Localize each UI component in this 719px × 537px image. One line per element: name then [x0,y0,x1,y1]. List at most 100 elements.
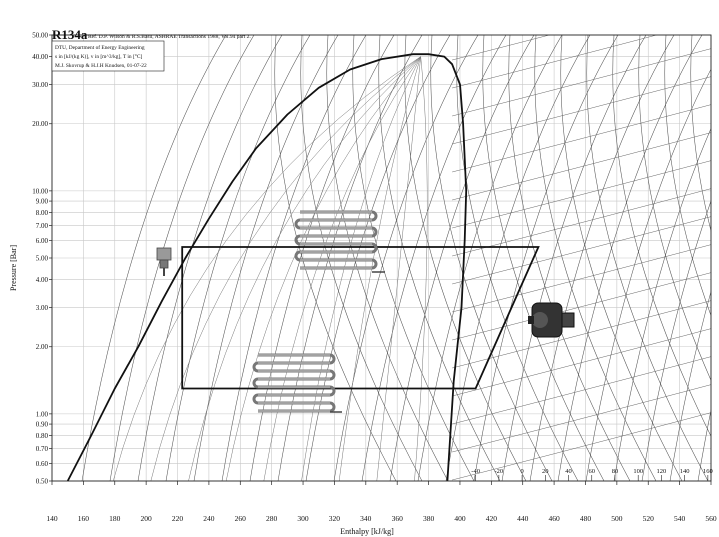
cycle-outline [181,246,540,390]
x-tick-label: 220 [172,514,184,523]
condenser-coil [294,210,378,270]
isochore-line [452,328,711,397]
temp-tick-label: 60 [589,468,596,475]
temp-tick-label: 0 [520,468,523,475]
info-line-1: DTU, Department of Energy Engineering [55,44,145,51]
x-tick-label: 440 [517,514,529,523]
cycle-components [156,210,575,413]
temp-tick-label: 40 [565,468,572,475]
isotherm-line [534,35,657,481]
x-tick-label: 320 [329,514,341,523]
y-tick-label: 3.00 [36,304,49,312]
expansion-valve-icon [156,247,172,276]
isentrope-line [333,35,479,481]
isotherm-line [690,35,711,232]
chart-title: R134a [52,27,88,42]
isentrope-line [501,35,647,481]
isentrope-line [305,35,451,481]
x-tick-label: 420 [486,514,498,523]
y-tick-label: 2.00 [36,343,49,351]
x-tick-label: 560 [705,514,717,523]
isochore-line [452,188,711,257]
temp-tick-label: 140 [680,468,690,475]
temp-tick-label: 100 [633,468,643,475]
isentrope-line [585,68,711,481]
temp-tick-label: -20 [495,468,504,475]
x-tick-label: 180 [109,514,121,523]
y-tick-label: 8.00 [36,209,49,217]
isentrope-line [221,35,367,481]
evaporator-coil [252,353,336,413]
y-tick-label: 0.80 [36,432,49,440]
isochore-line [452,35,551,61]
y-axis-label: Pressure [Bar] [9,245,18,291]
isentrope-line [165,35,311,481]
y-tick-label: 0.70 [36,445,49,453]
isotherm-line [352,35,475,481]
x-tick-label: 520 [643,514,655,523]
y-tick-label: 5.00 [36,255,49,263]
y-tick-label: 30.00 [32,81,48,89]
y-tick-label: 0.90 [36,421,49,429]
isentrope-line [557,35,703,481]
temp-tick-label: -40 [471,468,480,475]
isochore-line [452,76,711,145]
isotherm-line [560,35,683,481]
saturation-curve [66,53,468,482]
isotherm-line [664,35,711,317]
isotherm-line [482,35,605,481]
isentrope-line [249,35,395,481]
isochore-line [452,300,711,369]
temp-tick-label: 120 [657,468,667,475]
y-tick-label: 9.00 [36,198,49,206]
saturation-dome [66,53,468,482]
x-tick-label: 360 [392,514,404,523]
isochore-line [452,216,711,285]
isochore-line [452,160,711,229]
x-tick-label: 400 [454,514,466,523]
isentrope-line [109,35,255,481]
y-tick-label: 20.00 [32,120,48,128]
temp-tick-label: 80 [612,468,619,475]
x-tick-label: 460 [548,514,560,523]
x-tick-label: 540 [674,514,686,523]
isochore-line [452,35,658,89]
isentrope-line [641,200,711,481]
x-tick-label: 340 [360,514,372,523]
x-tick-label: 380 [423,514,435,523]
isentrope-line [417,35,563,481]
isentrope-line [473,35,619,481]
temp-tick-label: 20 [542,468,549,475]
isentrope-line [361,35,507,481]
isochore-line [452,384,711,453]
y-tick-label: 50.00 [32,32,48,40]
x-tick-label: 300 [297,514,309,523]
isochore-line [452,132,711,201]
y-tick-label: 40.00 [32,53,48,61]
isotherm-line [456,35,579,481]
x-tick-label: 280 [266,514,278,523]
x-tick-label: 200 [141,514,153,523]
quality-line [338,56,421,481]
isentrope-line [669,290,711,481]
y-tick-label: 6.00 [36,237,49,245]
x-tick-label: 480 [580,514,592,523]
isotherm-line [404,35,527,481]
isentrope-line [529,35,675,481]
compressor-icon [528,302,575,338]
quality-line [150,56,421,481]
y-tick-label: 1.00 [36,410,49,418]
isotherm-line [326,35,449,481]
x-tick-label: 240 [203,514,215,523]
refrigeration-cycle [181,246,540,390]
x-tick-label: 160 [78,514,90,523]
quality-line [112,56,421,481]
isentrope-line [277,35,423,481]
isochore-line [452,244,711,313]
y-tick-label: 0.50 [36,478,49,486]
x-tick-label: 140 [46,514,58,523]
isentrope-line [613,127,711,481]
info-line-2: s in [kJ/(kg K)], v in [m^3/kg], T in [°… [55,53,142,60]
info-box: DTU, Department of Energy Engineering s … [51,40,165,72]
